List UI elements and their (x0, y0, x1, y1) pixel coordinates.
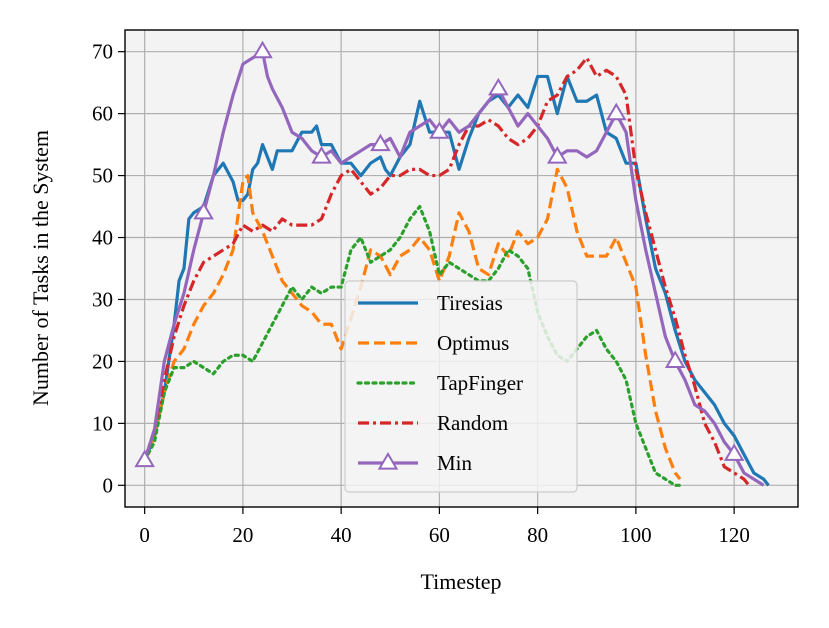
x-axis-label: Timestep (420, 569, 501, 594)
series-marker-min (134, 449, 155, 468)
y-axis-ticks: 0 10 20 30 40 50 60 70 (92, 40, 125, 497)
series-marker-min (429, 121, 450, 139)
series-marker-min (311, 146, 332, 164)
series-marker-min (370, 133, 391, 152)
series-line-optimus (143, 167, 682, 481)
legend-label-random: Random (437, 411, 508, 435)
x-tick-label: 40 (331, 523, 352, 547)
y-tick-label: 50 (92, 164, 113, 188)
marker-layer (134, 40, 745, 468)
x-axis-ticks: 0 20 40 60 80 100 120 (139, 507, 750, 547)
y-tick-label: 0 (103, 473, 114, 497)
series-line-tiresias (143, 74, 770, 487)
series-marker-min (193, 201, 214, 220)
plot-frame (124, 29, 799, 508)
y-axis-label: Number of Tasks in the System (28, 130, 53, 406)
y-tick-label: 60 (92, 102, 113, 126)
x-tick-label: 0 (139, 523, 150, 547)
series-line-random (143, 56, 751, 487)
x-tick-label: 60 (429, 523, 450, 547)
series-marker-min (546, 146, 568, 164)
series-marker-min (664, 350, 686, 369)
legend: Tiresias Optimus TapFinger Random Min (344, 280, 578, 493)
legend-marker-min (377, 452, 399, 470)
series-marker-min (605, 102, 627, 121)
x-tick-label: 20 (232, 523, 253, 547)
x-tick-label: 80 (527, 523, 548, 547)
legend-label-optimus: Optimus (437, 331, 509, 355)
series-line-tapfinger (143, 204, 682, 487)
legend-label-min: Min (437, 451, 473, 475)
series-line-min (143, 50, 765, 487)
y-tick-label: 40 (92, 226, 113, 250)
series-layer (143, 50, 770, 487)
legend-label-tiresias: Tiresias (437, 291, 503, 315)
legend-label-tapfinger: TapFinger (437, 371, 523, 395)
x-tick-label: 100 (620, 523, 652, 547)
series-marker-min (252, 40, 273, 59)
series-marker-min (723, 443, 745, 461)
y-tick-label: 30 (92, 287, 113, 311)
y-tick-label: 70 (92, 40, 113, 64)
x-tick-label: 120 (718, 523, 750, 547)
y-tick-label: 20 (92, 349, 113, 373)
series-marker-min (488, 77, 509, 96)
y-tick-label: 10 (92, 411, 113, 435)
legend-box (344, 280, 578, 493)
